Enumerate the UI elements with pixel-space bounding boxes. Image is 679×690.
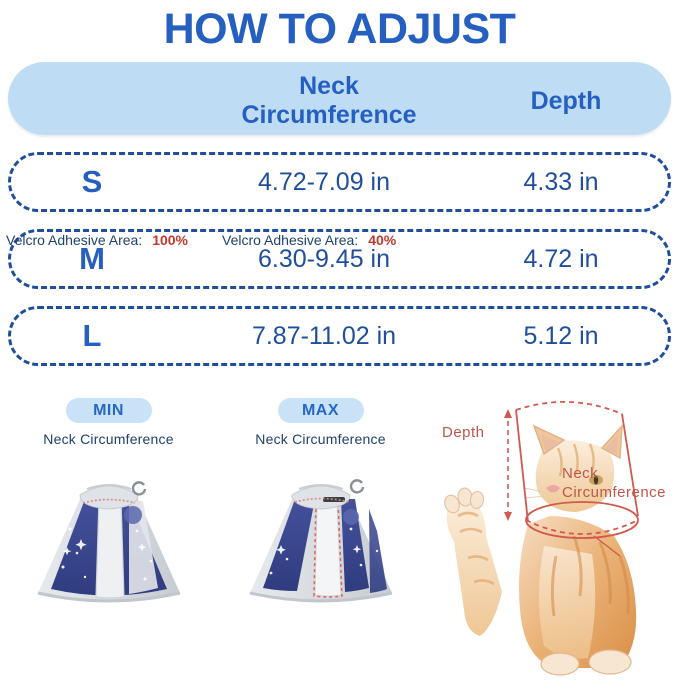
column-header-depth: Depth: [530, 87, 602, 115]
badge-max: MAX: [277, 398, 364, 423]
velcro-area-max-value: 40%: [368, 232, 397, 248]
velcro-area-min: Velcro Adhesive Area: 100%: [6, 232, 188, 248]
neck-leader-line: [593, 535, 621, 557]
column-header-neck-line2: Circumference: [241, 101, 417, 129]
cat-measurement-diagram: Depth Neck Circumference: [424, 396, 679, 685]
cell-neck: 6.30-9.45 in: [257, 244, 391, 273]
velcro-area-min-label: Velcro Adhesive Area:: [6, 232, 143, 248]
cell-size: M: [79, 241, 105, 276]
cell-size: S: [81, 164, 103, 199]
badge-min: MIN: [65, 398, 152, 423]
cell-neck: 4.72-7.09 in: [257, 167, 391, 196]
cat-photo-with-annotations: [444, 401, 639, 676]
cell-depth: 4.72 in: [523, 244, 599, 273]
column-header-neck-circumference: Neck Circumference: [204, 72, 454, 130]
pet-cone-max-image: [249, 479, 392, 603]
table-header-row: Neck Circumference Depth: [8, 62, 671, 135]
depth-annotation-label: Depth: [442, 424, 485, 441]
cell-size: L: [82, 318, 102, 353]
panel-min-subtitle: Neck Circumference: [43, 431, 174, 447]
velcro-area-max: Velcro Adhesive Area: 40%: [222, 232, 396, 248]
table-row: M 6.30-9.45 in 4.72 in: [8, 229, 671, 289]
cat-raised-paw: [446, 497, 502, 636]
pet-cone-min-image: [37, 481, 180, 603]
neck-annotation-label: Neck Circumference: [562, 464, 666, 502]
table-row: L 7.87-11.02 in 5.12 in: [8, 306, 671, 366]
cell-depth: 5.12 in: [523, 321, 599, 350]
column-header-neck-line1: Neck: [299, 72, 359, 100]
neck-annotation-line1: Neck: [562, 465, 599, 482]
panel-max: MAX Neck Circumference: [218, 398, 423, 613]
neck-annotation-line2: Circumference: [562, 484, 667, 501]
panel-max-subtitle: Neck Circumference: [255, 431, 386, 447]
cell-neck: 7.87-11.02 in: [251, 321, 397, 350]
velcro-area-max-label: Velcro Adhesive Area:: [222, 232, 359, 248]
panel-min: MIN Neck Circumference: [6, 398, 211, 613]
size-table: Neck Circumference Depth S 4.72-7.09 in …: [8, 62, 671, 366]
depth-arrow: [504, 409, 512, 521]
cone-illustration-max: [218, 453, 423, 613]
cone-measure-overlay: [515, 401, 639, 539]
cell-depth: 4.33 in: [523, 167, 599, 196]
table-row: S 4.72-7.09 in 4.33 in: [8, 152, 671, 212]
page-title: HOW TO ADJUST: [163, 5, 516, 53]
cone-illustration-min: [6, 453, 211, 613]
velcro-area-min-value: 100%: [152, 232, 189, 248]
